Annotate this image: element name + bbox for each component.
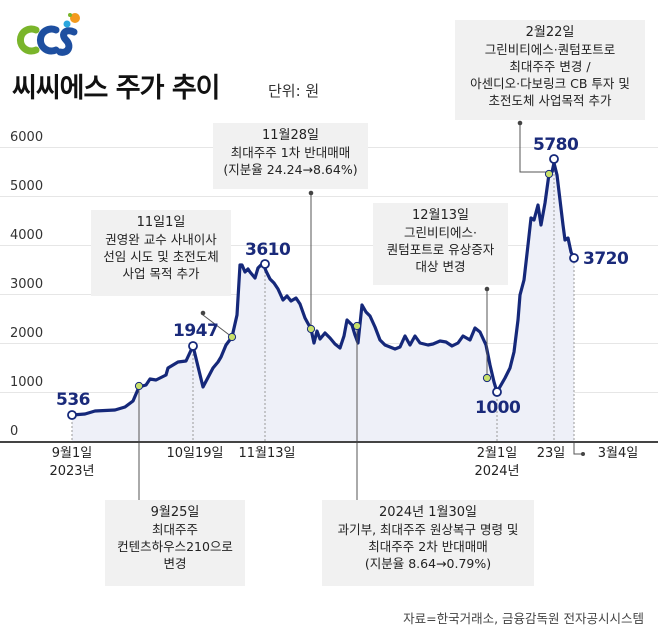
y-tick: 3000 [10, 277, 44, 292]
note-date: 12월13일 [411, 208, 469, 223]
y-tick: 0 [10, 424, 19, 439]
chart-title: 씨씨에스 주가 추이 [12, 73, 221, 104]
x-tick-oct19: 10일19일 [160, 445, 230, 463]
note-line: 초전도체 사업목적 추가 [488, 93, 612, 108]
x-tick-mar4: 3월4일 [588, 445, 648, 463]
note-line: 최대주주 변경 / [509, 59, 591, 74]
note-line: (지분율 8.64→0.79%) [364, 556, 492, 571]
x-axis [0, 441, 658, 443]
note-dec13: 12월13일 그린비티에스· 퀀텀포트로 유상증자 대상 변경 [373, 203, 508, 285]
x-tick-label: 11월13일 [238, 446, 296, 461]
price-line [70, 161, 576, 417]
y-tick: 5000 [10, 179, 44, 194]
x-tick-feb23: 23일 [533, 445, 569, 463]
note-date: 11월28일 [261, 128, 319, 143]
note-line: 그린비티에스·퀀텀포트로 [484, 42, 616, 57]
area-fill [72, 163, 574, 441]
note-line: 최대주주 1차 반대매매 [230, 145, 351, 160]
note-line: 퀀텀포트로 유상증자 [386, 242, 495, 257]
note-line: 컨텐츠하우스210으로 [117, 539, 233, 554]
note-line: 그린비티에스· [404, 225, 477, 240]
x-tick-label: 10일19일 [166, 446, 224, 461]
y-tick: 6000 [10, 130, 44, 145]
note-line: 사업 목적 추가 [122, 266, 200, 281]
note-date: 9월25일 [150, 505, 200, 520]
note-feb22: 2월22일 그린비티에스·퀀텀포트로 최대주주 변경 / 아센디오·다보링크 C… [455, 20, 645, 120]
value-label-oct19: 1947 [173, 321, 219, 341]
note-line: 아센디오·다보링크 CB 투자 및 [470, 76, 630, 91]
guide-lines [71, 166, 575, 441]
note-date: 2024년 1월30일 [379, 505, 477, 520]
x-tick-label: 3월4일 [597, 446, 639, 461]
note-line: 대상 변경 [415, 259, 466, 274]
y-tick: 1000 [10, 375, 44, 390]
gridline-3000 [0, 294, 658, 295]
note-line: 권영완 교수 사내이사 [105, 232, 217, 247]
annotation-leaders [138, 123, 583, 505]
event-dots [134, 169, 554, 391]
x-tick-label: 9월1일 [51, 446, 93, 461]
y-tick: 4000 [10, 228, 44, 243]
note-line: 선임 시도 및 초전도체 [103, 249, 219, 264]
gridline-5000 [0, 196, 658, 197]
note-jan30: 2024년 1월30일 과기부, 최대주주 원상복구 명령 및 최대주주 2차 … [322, 500, 534, 586]
x-tick-year: 2023년 [49, 464, 95, 479]
note-nov1: 11일1일 권영완 교수 사내이사 선임 시도 및 초전도체 사업 목적 추가 [91, 210, 231, 296]
value-label-mar4: 3720 [583, 249, 629, 269]
value-dots [67, 154, 579, 420]
x-tick-label: 23일 [536, 446, 566, 461]
ccs-logo [16, 13, 80, 56]
note-line: 최대주주 2차 반대매매 [368, 539, 488, 554]
y-tick: 2000 [10, 326, 44, 341]
value-label-start: 536 [56, 390, 91, 410]
note-line: (지분율 24.24→8.64%) [223, 162, 358, 177]
note-date: 11일1일 [136, 215, 186, 230]
gridline-4000 [0, 245, 658, 246]
value-label-feb1: 1000 [475, 398, 521, 418]
x-tick-year: 2024년 [474, 464, 520, 479]
value-label-feb23: 5780 [533, 135, 579, 155]
x-tick-nov13: 11월13일 [232, 445, 302, 463]
note-sep25: 9월25일 최대주주 컨텐츠하우스210으로 변경 [105, 500, 245, 586]
source-credit: 자료=한국거래소, 금융감독원 전자공시시스템 [403, 611, 644, 626]
note-nov28: 11월28일 최대주주 1차 반대매매 (지분율 24.24→8.64%) [213, 123, 368, 189]
note-line: 과기부, 최대주주 원상복구 명령 및 [337, 522, 519, 537]
note-line: 최대주주 [151, 522, 198, 537]
note-date: 2월22일 [525, 25, 575, 40]
x-tick-label: 2월1일 [476, 446, 518, 461]
unit-label: 단위: 원 [268, 82, 320, 100]
x-tick-sep1: 9월1일 2023년 [42, 445, 102, 481]
x-tick-feb1: 2월1일 2024년 [466, 445, 528, 481]
value-label-nov13: 3610 [245, 240, 291, 260]
note-line: 변경 [163, 556, 187, 571]
